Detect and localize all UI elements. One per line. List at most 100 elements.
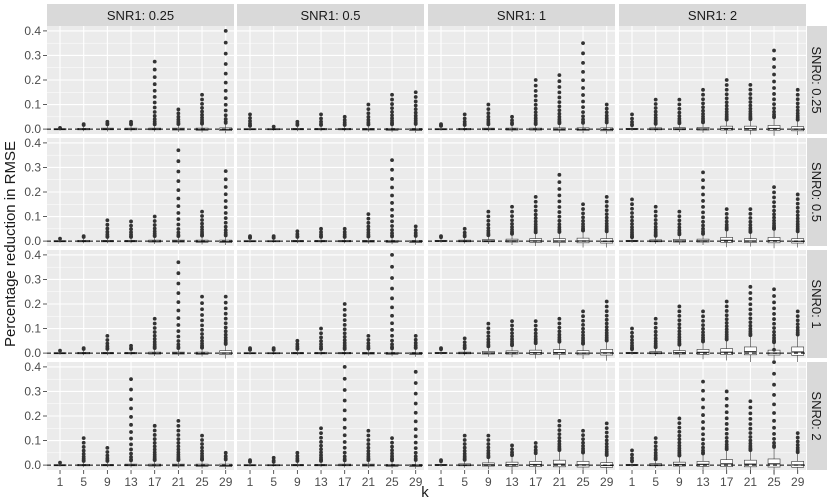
outlier-point bbox=[795, 197, 800, 202]
outlier-point bbox=[701, 330, 705, 335]
outlier-point bbox=[630, 215, 634, 219]
outlier-point bbox=[701, 420, 705, 424]
outlier-point bbox=[724, 92, 729, 97]
outlier-point bbox=[701, 223, 705, 228]
outlier-point bbox=[772, 195, 776, 200]
outlier-point bbox=[748, 225, 753, 230]
outlier-point bbox=[223, 185, 228, 189]
x-tick-label: 17 bbox=[720, 475, 734, 489]
outlier-point bbox=[200, 318, 204, 323]
outlier-point bbox=[248, 458, 252, 463]
outlier-point bbox=[176, 188, 181, 193]
outlier-point bbox=[701, 323, 705, 327]
outlier-point bbox=[724, 317, 729, 322]
outlier-point bbox=[677, 304, 682, 309]
outlier-point bbox=[772, 360, 776, 364]
outlier-point bbox=[772, 185, 776, 189]
outlier-point bbox=[724, 396, 729, 401]
outlier-point bbox=[129, 442, 133, 447]
outlier-point bbox=[342, 341, 347, 345]
outlier-point bbox=[701, 326, 705, 331]
outlier-point bbox=[533, 195, 538, 199]
outlier-point bbox=[533, 88, 538, 93]
outlier-point bbox=[342, 114, 347, 119]
outlier-point bbox=[200, 442, 204, 446]
outlier-point bbox=[533, 331, 538, 336]
outlier-point bbox=[152, 437, 157, 441]
outlier-point bbox=[390, 321, 394, 326]
outlier-point bbox=[486, 102, 491, 107]
outlier-point bbox=[630, 222, 634, 226]
outlier-point bbox=[366, 428, 371, 433]
outlier-point bbox=[486, 111, 491, 116]
outlier-point bbox=[105, 334, 110, 338]
outlier-point bbox=[342, 327, 347, 332]
outlier-point bbox=[413, 369, 418, 374]
outlier-point bbox=[748, 106, 753, 111]
outlier-point bbox=[581, 117, 585, 122]
outlier-point bbox=[510, 334, 514, 339]
outlier-point bbox=[342, 331, 347, 336]
outlier-point bbox=[223, 51, 228, 56]
outlier-point bbox=[653, 209, 658, 214]
outlier-point bbox=[390, 177, 394, 181]
outlier-point bbox=[152, 447, 157, 452]
outlier-point bbox=[533, 222, 538, 227]
row-strip-label: SNR0: 2 bbox=[809, 391, 824, 440]
outlier-point bbox=[795, 439, 800, 444]
outlier-point bbox=[604, 304, 609, 309]
outlier-point bbox=[772, 65, 776, 69]
outlier-point bbox=[295, 338, 300, 343]
outlier-point bbox=[557, 214, 562, 219]
panel bbox=[47, 138, 234, 246]
outlier-point bbox=[342, 334, 347, 339]
outlier-point bbox=[223, 321, 228, 326]
box bbox=[744, 459, 757, 468]
outlier-point bbox=[653, 440, 658, 445]
outlier-point bbox=[557, 428, 562, 433]
outlier-point bbox=[724, 211, 729, 216]
x-tick-label: 1 bbox=[629, 475, 636, 489]
outlier-point bbox=[772, 218, 776, 223]
outlier-point bbox=[724, 299, 729, 304]
outlier-point bbox=[271, 458, 276, 463]
outlier-point bbox=[390, 185, 394, 190]
outlier-point bbox=[176, 339, 181, 343]
outlier-point bbox=[295, 342, 300, 346]
outlier-point bbox=[129, 397, 133, 402]
outlier-point bbox=[366, 438, 371, 442]
outlier-point bbox=[390, 219, 394, 224]
outlier-point bbox=[366, 102, 371, 107]
outlier-point bbox=[557, 100, 562, 105]
outlier-point bbox=[604, 106, 609, 111]
outlier-point bbox=[677, 440, 682, 445]
outlier-point bbox=[533, 327, 538, 332]
outlier-point bbox=[677, 416, 682, 421]
outlier-point bbox=[271, 346, 276, 351]
outlier-point bbox=[462, 336, 467, 341]
y-tick-label: 0.4 bbox=[24, 360, 41, 374]
panel bbox=[428, 138, 615, 248]
outlier-point bbox=[200, 328, 204, 332]
outlier-point bbox=[152, 214, 157, 219]
outlier-point bbox=[223, 192, 228, 197]
outlier-point bbox=[390, 338, 394, 343]
outlier-point bbox=[677, 222, 682, 227]
column-strip-label: SNR1: 1 bbox=[497, 8, 546, 23]
outlier-point bbox=[677, 322, 682, 327]
outlier-point bbox=[176, 196, 181, 201]
outlier-point bbox=[772, 425, 776, 430]
outlier-point bbox=[630, 338, 634, 342]
outlier-point bbox=[223, 316, 228, 321]
outlier-point bbox=[772, 212, 776, 217]
outlier-point bbox=[152, 219, 157, 223]
outlier-point bbox=[413, 95, 418, 99]
outlier-point bbox=[223, 306, 228, 311]
outlier-point bbox=[223, 108, 228, 113]
outlier-point bbox=[795, 201, 800, 206]
outlier-point bbox=[653, 227, 658, 232]
outlier-point bbox=[677, 318, 682, 323]
outlier-point bbox=[223, 88, 228, 93]
outlier-point bbox=[581, 86, 585, 90]
outlier-point bbox=[342, 417, 347, 422]
